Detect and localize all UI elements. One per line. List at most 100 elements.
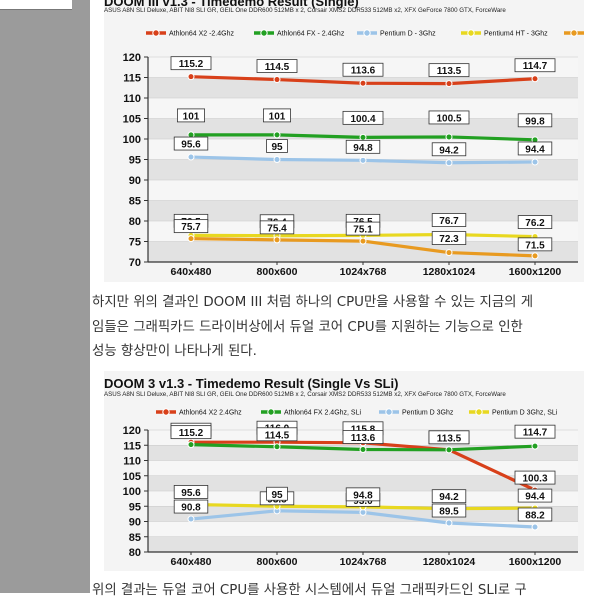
data-label-box <box>170 425 212 440</box>
data-label: 94.4 <box>517 488 553 503</box>
y-tick-label: 80 <box>129 216 141 228</box>
data-label-box <box>345 221 381 236</box>
data-label: 72.3 <box>431 231 467 245</box>
x-tick-label: 800x600 <box>257 266 298 278</box>
data-label: 100.4 <box>342 110 384 125</box>
data-label: 114.7 <box>514 424 556 439</box>
legend-item: Pentium4 - 3Ghz <box>564 29 584 37</box>
data-label-box <box>173 219 209 234</box>
data-label-box <box>345 487 381 502</box>
data-label-box <box>517 488 553 503</box>
data-point <box>359 156 367 164</box>
y-tick-label: 120 <box>123 52 141 64</box>
legend-marker <box>152 29 160 37</box>
legend-label: Pentium D 3Ghz <box>402 410 454 417</box>
chart-2: DOOM 3 v1.3 - Timedemo Result (Single Vs… <box>104 371 584 571</box>
y-tick-label: 90 <box>129 517 141 529</box>
legend-label: Athlon64 FX - 2.4Ghz <box>277 31 345 38</box>
data-label: 113.5 <box>428 63 470 78</box>
data-label-box <box>517 113 553 128</box>
paragraph-line-1: 하지만 위의 결과인 DOOM III 처럼 하나의 CPU만을 사용할 수 있… <box>92 295 534 310</box>
data-label: 71.5 <box>517 237 553 251</box>
plot-band <box>148 521 578 537</box>
data-label-box <box>431 213 467 227</box>
plot-band <box>148 536 578 552</box>
data-label: 114.5 <box>256 59 298 73</box>
data-label-box <box>342 110 384 125</box>
data-label: 115.2 <box>170 425 212 440</box>
x-tick-label: 1024x768 <box>340 266 387 278</box>
data-label-box <box>517 507 553 522</box>
y-tick-label: 100 <box>123 134 141 146</box>
chart-title: DOOM 3 v1.3 - Timedemo Result (Single Vs… <box>104 376 399 391</box>
legend-item: Athlon64 X2 -2.4Ghz <box>146 29 234 38</box>
data-label-text: 95 <box>271 142 283 153</box>
data-label-text: 101 <box>269 111 286 122</box>
data-label-text: 113.6 <box>351 433 376 444</box>
data-label-text: 94.4 <box>525 492 545 503</box>
data-label-text: 94.8 <box>353 490 373 501</box>
data-label: 113.6 <box>342 62 384 77</box>
data-point <box>531 442 539 450</box>
data-label: 94.8 <box>345 487 381 502</box>
legend-marker <box>467 29 475 37</box>
chart-1: DOOM III v1.3 - Timedemo Result (Single)… <box>104 0 584 282</box>
data-label: 90.8 <box>173 499 209 514</box>
data-point <box>359 446 367 454</box>
data-label-box <box>517 215 553 229</box>
data-label-box <box>428 430 470 445</box>
data-point <box>531 252 539 260</box>
data-label-text: 101 <box>183 111 200 122</box>
plot-band <box>148 159 578 180</box>
data-point <box>359 133 367 141</box>
data-label-box <box>173 499 209 514</box>
data-point <box>359 79 367 87</box>
data-label-box <box>514 58 556 73</box>
data-label-box <box>170 56 212 71</box>
data-label: 89.5 <box>431 503 467 518</box>
data-point <box>187 153 195 161</box>
data-label-box <box>431 503 467 518</box>
paragraph-line-3: 성능 향상만이 나타나게 된다. <box>92 344 257 359</box>
data-label: 95 <box>266 139 288 153</box>
data-label-box <box>428 63 470 78</box>
data-label: 113.6 <box>342 430 384 444</box>
legend-marker <box>267 408 275 416</box>
data-label-box <box>345 139 381 154</box>
data-label-text: 114.7 <box>523 428 548 439</box>
data-label-text: 115.8 <box>351 424 376 435</box>
x-tick-label: 1600x1200 <box>509 556 562 568</box>
data-label: 95.6 <box>173 485 209 499</box>
y-tick-label: 110 <box>123 456 141 468</box>
legend-marker <box>385 408 393 416</box>
data-label: 76.7 <box>431 213 467 227</box>
legend-marker <box>570 29 578 37</box>
data-label: 75.7 <box>173 219 209 234</box>
data-label-text: 90.8 <box>181 503 201 514</box>
y-tick-label: 105 <box>123 114 141 126</box>
data-point <box>445 446 453 454</box>
x-tick-label: 1280x1024 <box>423 556 476 568</box>
data-label: 94.8 <box>345 139 381 154</box>
plot-band <box>148 475 578 491</box>
data-label-box <box>266 139 288 153</box>
data-point <box>359 237 367 245</box>
data-label-text: 100.4 <box>350 114 375 125</box>
y-tick-label: 115 <box>123 73 141 85</box>
legend-marker <box>260 29 268 37</box>
plot-band <box>148 460 578 476</box>
data-label-box <box>342 62 384 77</box>
data-point <box>273 131 281 139</box>
x-tick-label: 1600x1200 <box>509 266 562 278</box>
legend-label: Pentium D 3Ghz, SLi <box>492 410 558 417</box>
data-label-box <box>431 489 467 504</box>
data-label-box <box>514 424 556 439</box>
data-label-text: 94.2 <box>439 145 459 156</box>
x-tick-label: 800x600 <box>257 556 298 568</box>
data-label-text: 115.2 <box>179 428 204 439</box>
data-point <box>531 75 539 83</box>
data-point <box>187 73 195 81</box>
data-label-text: 76.7 <box>439 216 459 227</box>
legend-marker <box>363 29 371 37</box>
plot-band <box>148 98 578 119</box>
